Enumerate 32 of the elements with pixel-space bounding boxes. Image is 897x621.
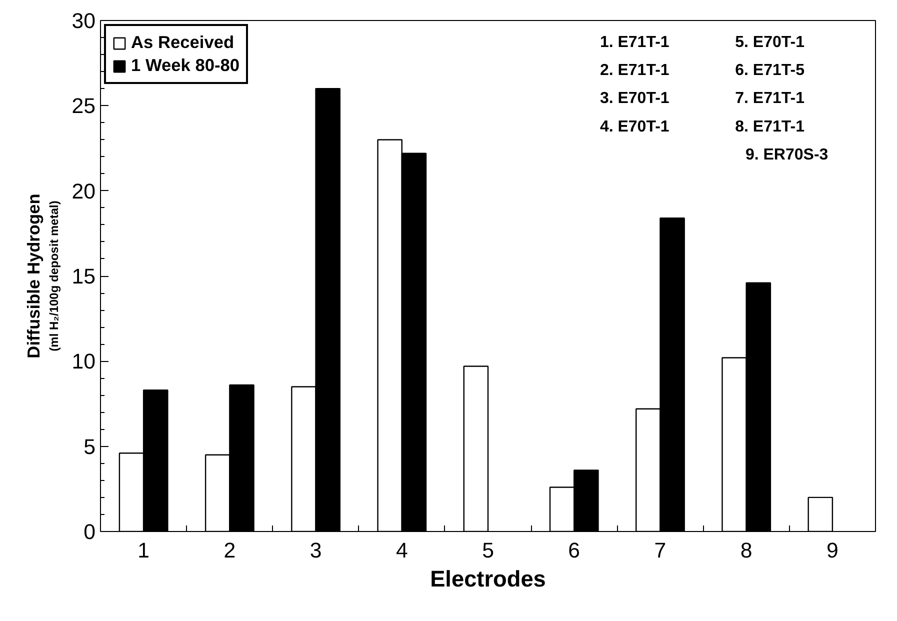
x-tick-label: 4: [396, 538, 408, 562]
x-tick-label: 7: [654, 538, 666, 562]
x-axis-title: Electrodes: [430, 566, 546, 592]
text: (ml H₂/100g deposit metal): [46, 200, 61, 352]
x-tick-label: 5: [482, 538, 494, 562]
x-tick-label: 9: [826, 538, 838, 562]
y-axis-title: Diffusible Hydrogen: [24, 194, 44, 358]
y-tick-label: 5: [84, 434, 96, 459]
legend-label: 1 Week 80-80: [131, 55, 240, 76]
annotation: 3. E70T-1: [600, 90, 670, 108]
bar: [808, 496, 834, 532]
x-tick-label: 1: [138, 538, 150, 562]
y-tick-label: 20: [72, 179, 96, 204]
y-tick-label: 10: [72, 350, 96, 374]
x-tick-label: 2: [224, 538, 236, 562]
annotation: 1. E71T-1: [600, 34, 670, 51]
annotation: 7. E71T-1: [735, 90, 805, 108]
legend-label: As Received: [131, 32, 234, 53]
annotation: 2. E71T-1: [600, 62, 670, 80]
annotation: 6. E71T-5: [735, 62, 805, 80]
annotation: 8. E71T-1: [735, 118, 805, 136]
y-tick-label: 30: [72, 9, 96, 33]
y-tick-label: 25: [72, 94, 96, 118]
x-tick-label: 8: [740, 538, 752, 562]
annotation: 5. E70T-1: [735, 34, 805, 51]
y-tick-label: 0: [84, 520, 96, 544]
x-tick-label: 6: [568, 538, 580, 562]
annotation: 9. ER70S-3: [745, 146, 828, 164]
x-tick-label: 3: [310, 538, 322, 562]
annotation: 4. E70T-1: [600, 118, 670, 136]
y-tick-label: 15: [72, 264, 96, 288]
bar: [463, 366, 489, 532]
